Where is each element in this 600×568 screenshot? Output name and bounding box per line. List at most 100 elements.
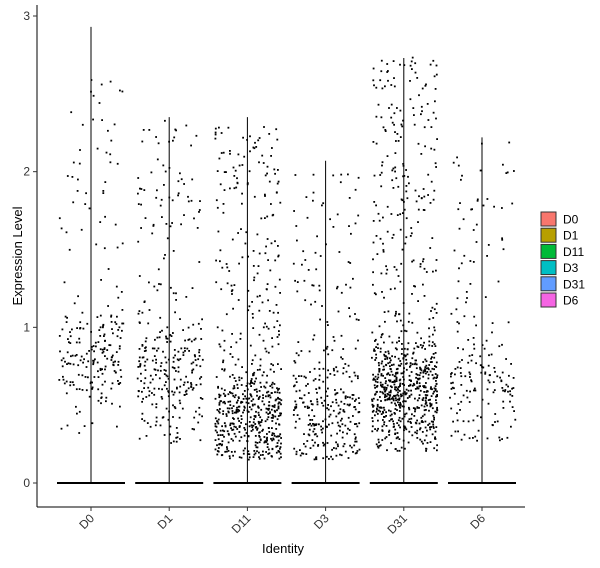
data-point (399, 109, 402, 112)
data-point (473, 315, 476, 318)
data-point (453, 392, 456, 395)
data-point (346, 396, 349, 398)
data-point (326, 321, 329, 323)
data-point (155, 358, 157, 361)
data-point (103, 247, 106, 250)
data-point (273, 404, 276, 407)
data-point (173, 391, 176, 394)
data-point (374, 359, 377, 361)
data-point (349, 444, 351, 447)
data-point (386, 373, 388, 376)
data-point (158, 387, 160, 390)
data-point (257, 139, 260, 142)
data-point (318, 374, 321, 377)
data-point (193, 217, 195, 220)
data-point (165, 381, 167, 383)
data-point (302, 250, 305, 253)
data-point (469, 376, 471, 378)
data-point (264, 322, 266, 325)
data-point (259, 438, 262, 441)
data-point (314, 300, 317, 303)
data-point (392, 399, 395, 402)
data-point (337, 404, 340, 407)
data-point (229, 400, 232, 403)
data-point (395, 386, 398, 389)
data-point (431, 388, 433, 391)
data-point (479, 355, 482, 358)
data-point (191, 371, 193, 374)
data-point (278, 435, 281, 438)
data-point (194, 337, 197, 340)
data-point (374, 338, 377, 341)
data-point (223, 369, 226, 372)
data-point (426, 390, 428, 392)
data-point (258, 441, 261, 444)
x-tick-label: D11 (229, 511, 254, 536)
data-point (172, 416, 174, 418)
data-point (168, 167, 171, 169)
data-point (92, 363, 95, 366)
data-point (348, 307, 350, 309)
data-point (374, 386, 376, 389)
data-point (259, 368, 261, 371)
data-point (395, 312, 397, 315)
data-point (185, 296, 188, 298)
data-point (108, 344, 111, 346)
data-point (395, 380, 398, 382)
data-point (385, 436, 388, 438)
data-point (159, 331, 161, 333)
data-point (73, 302, 76, 305)
data-point (325, 243, 327, 246)
data-point (493, 367, 496, 369)
data-point (97, 399, 100, 402)
data-point (385, 388, 388, 391)
data-point (139, 364, 142, 367)
data-point (467, 339, 470, 341)
data-point (184, 339, 186, 342)
data-point (387, 70, 389, 72)
data-point (414, 285, 416, 288)
data-point (265, 441, 268, 443)
data-point (475, 223, 478, 226)
data-point (64, 315, 67, 318)
data-point (403, 367, 405, 369)
data-point (148, 390, 151, 393)
data-point (293, 447, 296, 450)
data-point (232, 454, 234, 457)
data-point (430, 147, 433, 150)
data-point (389, 385, 392, 388)
data-point (101, 368, 103, 371)
data-point (427, 173, 430, 176)
data-point (172, 393, 175, 396)
data-point (450, 373, 452, 375)
data-point (409, 64, 412, 67)
data-point (507, 390, 509, 393)
data-point (165, 337, 168, 340)
data-point (278, 401, 281, 404)
data-point (71, 328, 73, 331)
data-point (138, 310, 141, 312)
data-point (328, 423, 330, 426)
data-point (139, 187, 141, 190)
data-point (277, 450, 280, 453)
data-point (428, 409, 430, 412)
data-point (266, 165, 269, 168)
data-point (238, 262, 240, 265)
data-point (397, 140, 400, 142)
data-point (246, 440, 248, 442)
data-point (426, 103, 429, 105)
data-point (433, 329, 436, 332)
data-point (327, 404, 329, 406)
data-point (339, 408, 342, 411)
data-point (234, 435, 237, 438)
data-point (276, 138, 279, 141)
data-point (192, 361, 195, 364)
data-point (433, 343, 436, 345)
data-point (144, 360, 147, 363)
data-point (419, 265, 422, 268)
data-point (379, 347, 382, 350)
data-point (267, 327, 270, 330)
data-point (266, 172, 268, 175)
data-point (277, 439, 280, 442)
data-point (82, 327, 85, 330)
